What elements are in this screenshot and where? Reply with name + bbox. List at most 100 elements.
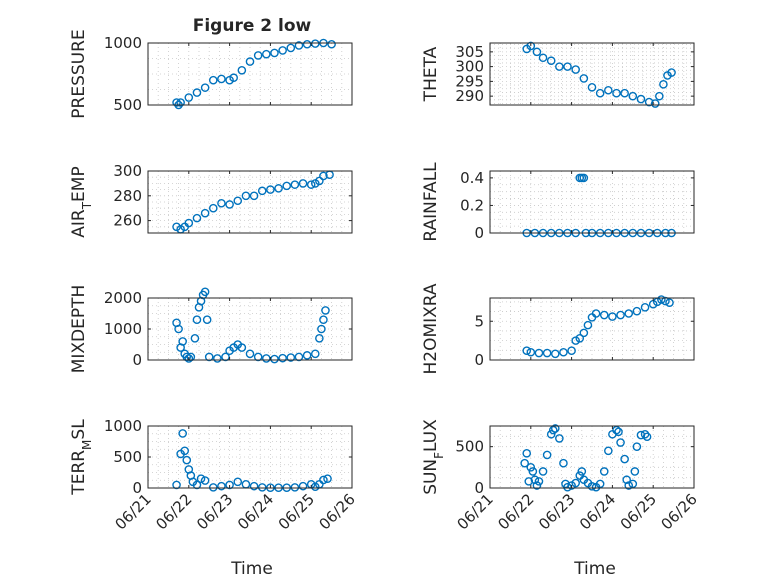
data-point [632, 306, 642, 316]
data-point [298, 179, 308, 188]
data-point [579, 74, 589, 83]
y-tick-label: 300 [455, 58, 484, 76]
data-point [555, 434, 564, 443]
data-point [217, 481, 226, 491]
data-point [542, 450, 552, 460]
data-point [665, 298, 674, 307]
data-point [608, 312, 617, 321]
data-point [614, 427, 623, 437]
y-tick-label: 305 [455, 43, 484, 61]
data-point [616, 438, 625, 447]
data-point [282, 181, 292, 191]
data-point [315, 333, 324, 343]
data-point [190, 333, 200, 343]
data-point [530, 475, 540, 485]
data-point [306, 180, 316, 189]
data-point [217, 74, 226, 84]
data-point [208, 483, 218, 492]
y-tick-label: 295 [455, 72, 484, 90]
data-point [628, 91, 638, 101]
data-point [555, 62, 564, 71]
data-point [213, 354, 222, 363]
data-point [622, 475, 631, 485]
subplot-pressure: 500 1000 PRESSURE [69, 29, 353, 119]
y-axis-label: MIXDEPTH [69, 285, 89, 374]
data-point [559, 458, 568, 468]
data-point [599, 467, 609, 476]
y-tick-label: 0 [132, 351, 142, 369]
data-point [659, 80, 668, 89]
data-point [266, 185, 275, 194]
data-point [290, 483, 300, 492]
data-point [202, 315, 212, 325]
data-point [628, 479, 638, 489]
data-point [640, 302, 650, 312]
plot-area [148, 43, 352, 105]
data-point [526, 41, 536, 51]
data-point [184, 354, 194, 363]
data-point [532, 47, 542, 57]
data-point [657, 295, 666, 304]
data-point [278, 353, 287, 363]
axes-box [489, 42, 695, 106]
y-tick-label: 0 [132, 479, 142, 497]
data-point [616, 310, 625, 320]
data-point [196, 474, 206, 484]
subplot-mixdepth: 0 1000 2000 MIXDEPTH [69, 285, 353, 374]
data-point [520, 458, 529, 468]
data-point [180, 446, 190, 456]
data-point [233, 196, 243, 206]
data-point [522, 448, 532, 458]
y-tick-label: 1000 [104, 417, 142, 435]
data-point [172, 98, 181, 107]
axes-box [489, 170, 695, 234]
data-point [302, 351, 312, 360]
axes-box [147, 42, 353, 106]
data-point [192, 213, 202, 223]
data-point [245, 57, 255, 66]
data-point [528, 467, 538, 476]
y-tick-label: 290 [455, 87, 484, 105]
y-axis-label-rest: SL [69, 419, 89, 440]
y-tick-label: 500 [113, 96, 142, 114]
plot-area [490, 298, 694, 360]
data-point [237, 65, 247, 75]
data-point [587, 82, 597, 92]
data-point [522, 346, 532, 356]
y-axis-label: PRESSURE [69, 29, 89, 118]
data-point [182, 455, 192, 465]
data-point [524, 477, 534, 486]
y-axis-label-rest: LUX [421, 419, 441, 452]
data-point [274, 184, 283, 193]
axes-box [147, 170, 353, 234]
y-axis-label-subscript: M [80, 440, 94, 450]
data-point [317, 324, 326, 334]
data-point [532, 481, 542, 490]
y-tick-label: 5 [474, 312, 484, 330]
data-point [538, 467, 548, 476]
data-point [286, 353, 296, 362]
data-point [290, 180, 300, 189]
data-point [192, 88, 202, 97]
data-point [542, 348, 552, 358]
data-point [233, 477, 243, 487]
y-axis-label-subscript: T [80, 201, 94, 210]
data-point [327, 39, 336, 49]
y-axis-label: RAINFALL [421, 162, 441, 242]
data-point [575, 333, 585, 343]
data-point [604, 85, 613, 95]
data-point [319, 475, 328, 485]
data-point [550, 349, 560, 359]
plot-area [490, 171, 694, 233]
data-point [667, 68, 676, 77]
data-point [245, 349, 255, 359]
data-point [174, 324, 183, 334]
y-axis-label: H2OMIXRA [421, 283, 441, 374]
data-point [200, 208, 210, 218]
data-point [208, 75, 218, 85]
y-tick-label: 1000 [104, 320, 142, 338]
data-point [241, 191, 251, 201]
data-point [294, 41, 304, 50]
data-point [184, 93, 194, 102]
data-point [595, 479, 605, 489]
